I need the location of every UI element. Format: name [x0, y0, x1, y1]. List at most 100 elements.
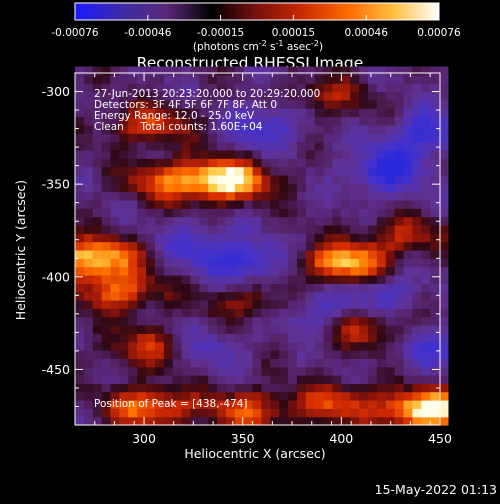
- heatmap-cell: [261, 399, 271, 409]
- heatmap-cell: [199, 291, 209, 301]
- heatmap-cell: [403, 174, 413, 184]
- heatmap-cell: [181, 174, 192, 184]
- heatmap-cell: [208, 266, 218, 276]
- heatmap-cell: [119, 91, 129, 101]
- heatmap-cell: [225, 266, 236, 276]
- heatmap-cell: [75, 283, 85, 293]
- heatmap-cell: [172, 283, 183, 293]
- heatmap-cell: [421, 333, 431, 343]
- heatmap-cell: [439, 291, 449, 301]
- heatmap-cell: [252, 316, 263, 326]
- heatmap-cell: [154, 233, 165, 243]
- heatmap-cell: [314, 299, 325, 309]
- heatmap-cell: [288, 374, 298, 384]
- heatmap-cell: [430, 241, 440, 251]
- heatmap-cell: [261, 316, 271, 326]
- heatmap-cell: [163, 349, 174, 359]
- heatmap-cell: [439, 366, 449, 376]
- heatmap-cell: [261, 266, 271, 276]
- heatmap-cell: [341, 191, 351, 201]
- heatmap-cell: [217, 374, 227, 384]
- heatmap-cell: [350, 208, 360, 218]
- heatmap-cell: [359, 108, 369, 118]
- heatmap-cell: [412, 208, 422, 218]
- heatmap-cell: [234, 158, 245, 168]
- heatmap-cell: [323, 83, 334, 93]
- heatmap-cell: [439, 349, 449, 359]
- heatmap-cell: [323, 408, 334, 418]
- heatmap-cell: [385, 308, 396, 318]
- heatmap-cell: [146, 258, 156, 268]
- heatmap-cell: [332, 299, 342, 309]
- heatmap-cell: [172, 166, 183, 176]
- heatmap-cell: [225, 274, 236, 284]
- heatmap-cell: [199, 408, 209, 418]
- heatmap-cell: [75, 199, 85, 209]
- heatmap-cell: [75, 316, 85, 326]
- heatmap-cell: [225, 191, 236, 201]
- heatmap-cell: [83, 241, 94, 251]
- heatmap-cell: [163, 391, 174, 401]
- heatmap-cell: [217, 191, 227, 201]
- heatmap-cell: [359, 141, 369, 151]
- heatmap-cell: [421, 391, 431, 401]
- heatmap-cell: [208, 116, 218, 126]
- heatmap-cell: [430, 158, 440, 168]
- heatmap-cell: [341, 291, 351, 301]
- heatmap-cell: [350, 183, 360, 193]
- heatmap-cell: [296, 183, 307, 193]
- heatmap-cell: [225, 391, 236, 401]
- heatmap-cell: [305, 174, 316, 184]
- heatmap-cell: [412, 333, 422, 343]
- heatmap-cell: [217, 141, 227, 151]
- heatmap-cell: [252, 91, 263, 101]
- heatmap-cell: [279, 158, 289, 168]
- heatmap-cell: [128, 66, 138, 76]
- heatmap-cell: [270, 408, 280, 418]
- heatmap-cell: [421, 416, 431, 426]
- heatmap-cell: [385, 233, 396, 243]
- heatmap-cell: [83, 274, 94, 284]
- heatmap-cell: [190, 341, 200, 351]
- heatmap-cell: [110, 258, 120, 268]
- heatmap-cell: [154, 91, 165, 101]
- heatmap-cell: [261, 291, 271, 301]
- heatmap-cell: [394, 149, 405, 159]
- heatmap-cell: [137, 333, 147, 343]
- heatmap-cell: [146, 316, 156, 326]
- heatmap-cell: [367, 316, 378, 326]
- info-line-time: 27-Jun-2013 20:23:20.000 to 20:29:20.000: [94, 88, 320, 100]
- footer-date: 15-May-2022 01:13: [375, 482, 497, 497]
- heatmap-cell: [208, 299, 218, 309]
- heatmap-cell: [385, 199, 396, 209]
- heatmap-cell: [376, 116, 387, 126]
- heatmap-cell: [101, 416, 112, 426]
- heatmap-cell: [163, 324, 174, 334]
- heatmap-cell: [323, 183, 334, 193]
- heatmap-cell: [270, 258, 280, 268]
- heatmap-cell: [92, 383, 103, 393]
- heatmap-cell: [394, 274, 405, 284]
- heatmap-cell: [332, 124, 342, 134]
- heatmap-cell: [367, 74, 378, 84]
- heatmap-cell: [359, 116, 369, 126]
- heatmap-cell: [119, 308, 129, 318]
- heatmap-cell: [225, 74, 236, 84]
- heatmap-cell: [225, 333, 236, 343]
- heatmap-cell: [75, 191, 85, 201]
- heatmap-cell: [279, 349, 289, 359]
- heatmap-cell: [350, 324, 360, 334]
- heatmap-cell: [323, 91, 334, 101]
- heatmap-cell: [181, 399, 192, 409]
- heatmap-cell: [190, 233, 200, 243]
- heatmap-cell: [332, 149, 342, 159]
- heatmap-cell: [350, 383, 360, 393]
- heatmap-cell: [279, 283, 289, 293]
- heatmap-cell: [332, 99, 342, 109]
- heatmap-cell: [146, 341, 156, 351]
- colorbar-unit-label: (photons cm-2 s-1 asec-2): [193, 39, 323, 53]
- heatmap-cell: [439, 266, 449, 276]
- heatmap-cell: [181, 166, 192, 176]
- heatmap-cell: [234, 291, 245, 301]
- heatmap-cell: [128, 158, 138, 168]
